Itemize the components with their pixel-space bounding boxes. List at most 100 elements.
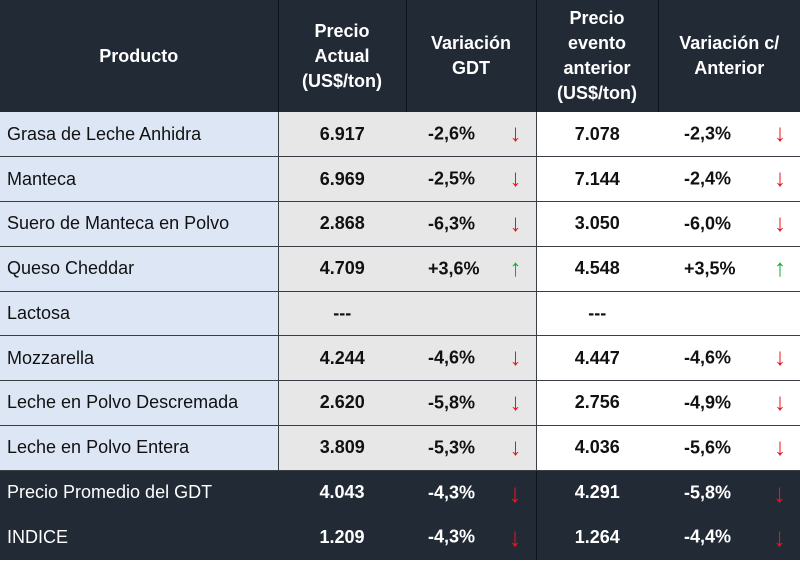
arrow-down-icon: ↓	[773, 522, 786, 553]
variation-gdt-cell: -6,3% ↓	[406, 201, 536, 247]
variation-prev-value: -4,4%	[684, 526, 732, 547]
variation-prev-cell: +3,5% ↑	[658, 246, 800, 292]
variation-prev-cell: -4,6% ↓	[658, 335, 800, 381]
variation-prev-cell: -5,6% ↓	[658, 425, 800, 471]
variation-gdt-value: -2,5%	[428, 168, 476, 189]
variation-prev-value: -2,4%	[684, 168, 732, 189]
variation-gdt-cell: -4,6% ↓	[406, 335, 536, 381]
variation-gdt-cell: -4,3% ↓	[406, 514, 536, 560]
summary-row: INDICE 1.209 -4,3% ↓ 1.264 -4,4% ↓	[0, 514, 800, 560]
variation-prev-value: -4,9%	[684, 392, 732, 413]
previous-price: ---	[535, 291, 658, 337]
variation-gdt-cell: -2,6% ↓	[406, 112, 536, 158]
variation-gdt-cell: -5,8% ↓	[406, 380, 536, 426]
previous-price: 1.264	[535, 514, 658, 560]
previous-price: 4.036	[535, 425, 658, 471]
arrow-down-icon: ↓	[509, 433, 522, 461]
arrow-up-icon: ↑	[774, 254, 786, 282]
arrow-down-icon: ↓	[774, 388, 786, 416]
variation-prev-cell: -2,4% ↓	[658, 156, 800, 202]
previous-price: 4.548	[535, 246, 658, 292]
previous-price: 2.756	[535, 380, 658, 426]
header-row: Producto Precio Actual (US$/ton) Variaci…	[0, 0, 800, 112]
summary-row: Precio Promedio del GDT 4.043 -4,3% ↓ 4.291-…	[0, 469, 800, 515]
table-row: Mozzarella 4.244 -4,6% ↓ 4.447 -4,6% ↓	[0, 335, 800, 381]
variation-prev-cell: -4,4% ↓	[658, 514, 800, 560]
product-name: Suero de Manteca en Polvo	[0, 201, 279, 247]
current-price: 2.620	[278, 380, 406, 426]
variation-gdt-cell: -2,5% ↓	[406, 156, 536, 202]
variation-prev-value: -6,0%	[684, 213, 732, 234]
product-name: Queso Cheddar	[0, 246, 279, 292]
arrow-down-icon: ↓	[509, 120, 522, 148]
current-price: 4.043	[278, 469, 406, 515]
variation-gdt-value: -5,3%	[428, 437, 476, 458]
table-row: Lactosa --- ---	[0, 291, 800, 337]
variation-gdt-cell: -5,3% ↓	[406, 425, 536, 471]
arrow-down-icon: ↓	[509, 209, 522, 237]
current-price: 2.868	[278, 201, 406, 247]
header-precio-anterior: Precio evento anterior (US$/ton)	[536, 0, 659, 112]
variation-prev-cell: -6,0% ↓	[658, 201, 800, 247]
product-name: Precio Promedio del GDT	[0, 469, 278, 515]
arrow-down-icon: ↓	[774, 120, 786, 148]
variation-prev-value: -5,6%	[684, 437, 732, 458]
variation-prev-cell: -4,9% ↓	[658, 380, 800, 426]
table-row: Grasa de Leche Anhidra 6.917 -2,6% ↓ 7.078 -2…	[0, 112, 800, 158]
product-name: Leche en Polvo Entera	[0, 425, 279, 471]
arrow-down-icon: ↓	[509, 165, 522, 193]
arrow-down-icon: ↓	[773, 477, 786, 508]
current-price: 1.209	[278, 514, 406, 560]
previous-price: 3.050	[535, 201, 658, 247]
variation-prev-cell	[658, 291, 800, 337]
variation-prev-value: -2,3%	[684, 123, 732, 144]
variation-gdt-value: -4,6%	[428, 347, 476, 368]
table-row: Leche en Polvo Descremada 2.620 -5,8% ↓ 2.75…	[0, 380, 800, 426]
previous-price: 4.291	[535, 469, 658, 515]
header-variacion-gdt: Variación GDT	[406, 0, 537, 112]
table-row: Manteca 6.969 -2,5% ↓ 7.144 -2,4% ↓	[0, 156, 800, 202]
variation-prev-value: -4,6%	[684, 347, 732, 368]
variation-gdt-cell: +3,6% ↑	[406, 246, 536, 292]
current-price: 4.244	[278, 335, 406, 381]
header-variacion-anterior: Variación c/ Anterior	[658, 0, 800, 112]
arrow-down-icon: ↓	[508, 522, 522, 553]
arrow-down-icon: ↓	[509, 344, 522, 372]
product-name: Lactosa	[0, 291, 279, 337]
arrow-down-icon: ↓	[509, 388, 522, 416]
variation-gdt-value: -5,8%	[428, 392, 476, 413]
arrow-down-icon: ↓	[774, 165, 786, 193]
product-name: Mozzarella	[0, 335, 279, 381]
variation-prev-value: -5,8%	[684, 482, 732, 503]
current-price: 4.709	[278, 246, 406, 292]
arrow-down-icon: ↓	[508, 477, 522, 508]
current-price: 3.809	[278, 425, 406, 471]
header-producto: Producto	[0, 0, 279, 112]
previous-price: 7.078	[535, 112, 658, 158]
current-price: 6.969	[278, 156, 406, 202]
variation-gdt-cell: -4,3% ↓	[406, 469, 536, 515]
product-name: INDICE	[0, 514, 278, 560]
arrow-up-icon: ↑	[509, 254, 522, 282]
product-name: Grasa de Leche Anhidra	[0, 112, 279, 158]
previous-price: 4.447	[535, 335, 658, 381]
current-price: 6.917	[278, 112, 406, 158]
product-name: Leche en Polvo Descremada	[0, 380, 279, 426]
variation-prev-cell: -5,8% ↓	[658, 469, 800, 515]
table-row: Queso Cheddar 4.709 +3,6% ↑ 4.548 +3,5% ↑	[0, 246, 800, 292]
arrow-down-icon: ↓	[774, 209, 786, 237]
table-row: Suero de Manteca en Polvo 2.868 -6,3% ↓ 3.05…	[0, 201, 800, 247]
arrow-down-icon: ↓	[774, 344, 786, 372]
variation-prev-value: +3,5%	[684, 258, 736, 279]
product-name: Manteca	[0, 156, 279, 202]
variation-gdt-value: -2,6%	[428, 123, 476, 144]
variation-gdt-value: -4,3%	[428, 526, 476, 547]
current-price: ---	[278, 291, 406, 337]
arrow-down-icon: ↓	[774, 433, 786, 461]
variation-gdt-value: -4,3%	[428, 482, 476, 503]
variation-gdt-cell	[406, 291, 536, 337]
variation-prev-cell: -2,3% ↓	[658, 112, 800, 158]
table-row: Leche en Polvo Entera 3.809 -5,3% ↓ 4.036 -5,…	[0, 425, 800, 471]
variation-gdt-value: -6,3%	[428, 213, 476, 234]
